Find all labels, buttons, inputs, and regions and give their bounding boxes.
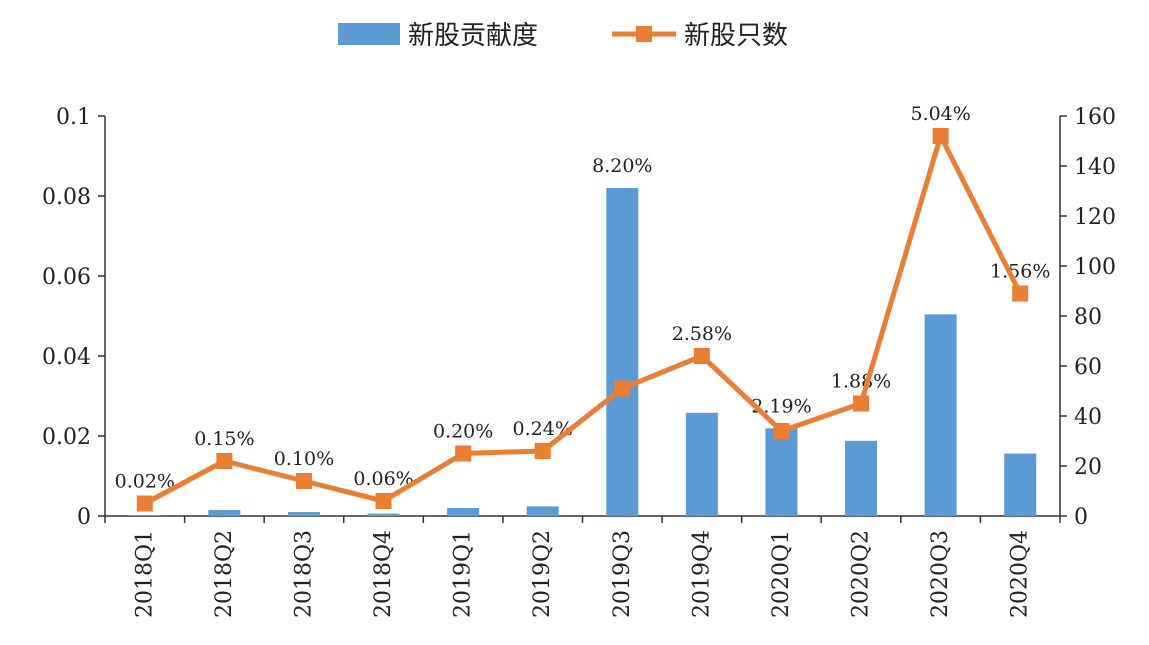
bar-data-label: 0.24% [513, 418, 573, 440]
bar-data-label: 2.58% [672, 323, 732, 345]
bar-data-label: 0.02% [115, 471, 175, 493]
bar-data-label: 1.88% [831, 371, 891, 393]
legend-label-line: 新股只数 [684, 21, 788, 51]
line-marker [932, 128, 949, 144]
bar-data-label: 0.15% [194, 428, 254, 450]
line-marker [216, 453, 233, 469]
category-label: 2019Q1 [451, 530, 476, 618]
bar [685, 412, 718, 516]
line-marker [455, 445, 472, 462]
legend-swatch-bar [338, 23, 400, 45]
left-tick-label: 0.1 [56, 105, 91, 130]
line-marker [1012, 285, 1029, 302]
bar [1004, 453, 1037, 516]
bar [765, 428, 798, 516]
bar [924, 314, 957, 516]
bar [447, 508, 480, 516]
line-marker [693, 348, 710, 364]
line-marker [614, 380, 631, 397]
right-tick-label: 160 [1074, 105, 1116, 130]
category-label: 2018Q1 [132, 530, 157, 618]
right-tick-label: 20 [1074, 455, 1102, 480]
line-marker [853, 395, 870, 412]
category-label: 2020Q1 [769, 530, 794, 618]
bar-data-label: 5.04% [910, 103, 970, 125]
legend-swatch-marker [636, 26, 652, 42]
bar-labels: 0.02% 0.15% 0.10% 0.06% 0.20% 0.24% 8.20% 2.58%… [115, 103, 1051, 493]
bar [208, 510, 241, 516]
line-marker [295, 473, 312, 489]
left-tick-label: 0.08 [42, 185, 91, 210]
left-tick-label: 0.06 [42, 265, 91, 290]
right-tick-label: 120 [1074, 205, 1116, 230]
category-label: 2020Q4 [1008, 530, 1033, 618]
bar [606, 188, 639, 516]
bar-data-label: 0.10% [274, 448, 334, 470]
bar-data-label: 2.19% [751, 395, 811, 417]
line-marker [773, 423, 790, 439]
bar-data-label: 8.20% [592, 155, 652, 177]
bar [128, 515, 161, 516]
legend-label-bar: 新股贡献度 [408, 21, 538, 51]
bar [287, 512, 320, 516]
line-marker [136, 495, 153, 512]
category-label: 2018Q3 [291, 530, 316, 618]
category-label: 2020Q2 [849, 530, 874, 618]
left-tick-label: 0 [77, 505, 91, 530]
category-labels: 2018Q1 2018Q2 2018Q3 2018Q4 2019Q1 2019Q2 2019… [132, 530, 1032, 618]
line-path [143, 133, 1023, 506]
axes: 0 0.02 0.04 0.06 0.08 0.1 0 20 40 60 80 100 120 140 16… [42, 105, 1116, 530]
bar-data-label: 0.20% [433, 421, 493, 443]
right-tick-label: 140 [1074, 155, 1116, 180]
category-label: 2019Q3 [610, 530, 635, 618]
right-tick-label: 60 [1074, 355, 1102, 380]
category-label: 2018Q4 [371, 530, 396, 618]
right-tick-label: 0 [1074, 505, 1088, 530]
bar [845, 440, 878, 516]
bar [526, 506, 559, 516]
category-label: 2018Q2 [212, 530, 237, 618]
right-tick-label: 40 [1074, 405, 1102, 430]
bar-data-label: 0.06% [353, 468, 413, 490]
bar-data-label: 1.56% [990, 261, 1050, 283]
legend: 新股贡献度 新股只数 [338, 21, 788, 51]
right-tick-label: 100 [1074, 255, 1116, 280]
left-tick-label: 0.02 [42, 425, 91, 450]
line-marker [534, 443, 551, 459]
bar [367, 513, 400, 516]
category-label: 2020Q3 [928, 530, 953, 618]
left-tick-label: 0.04 [42, 345, 91, 370]
category-label: 2019Q2 [530, 530, 555, 618]
bars [128, 188, 1037, 516]
right-tick-label: 80 [1074, 305, 1102, 330]
line-marker [375, 493, 392, 509]
line-series [136, 128, 1029, 512]
category-label: 2019Q4 [689, 530, 714, 618]
